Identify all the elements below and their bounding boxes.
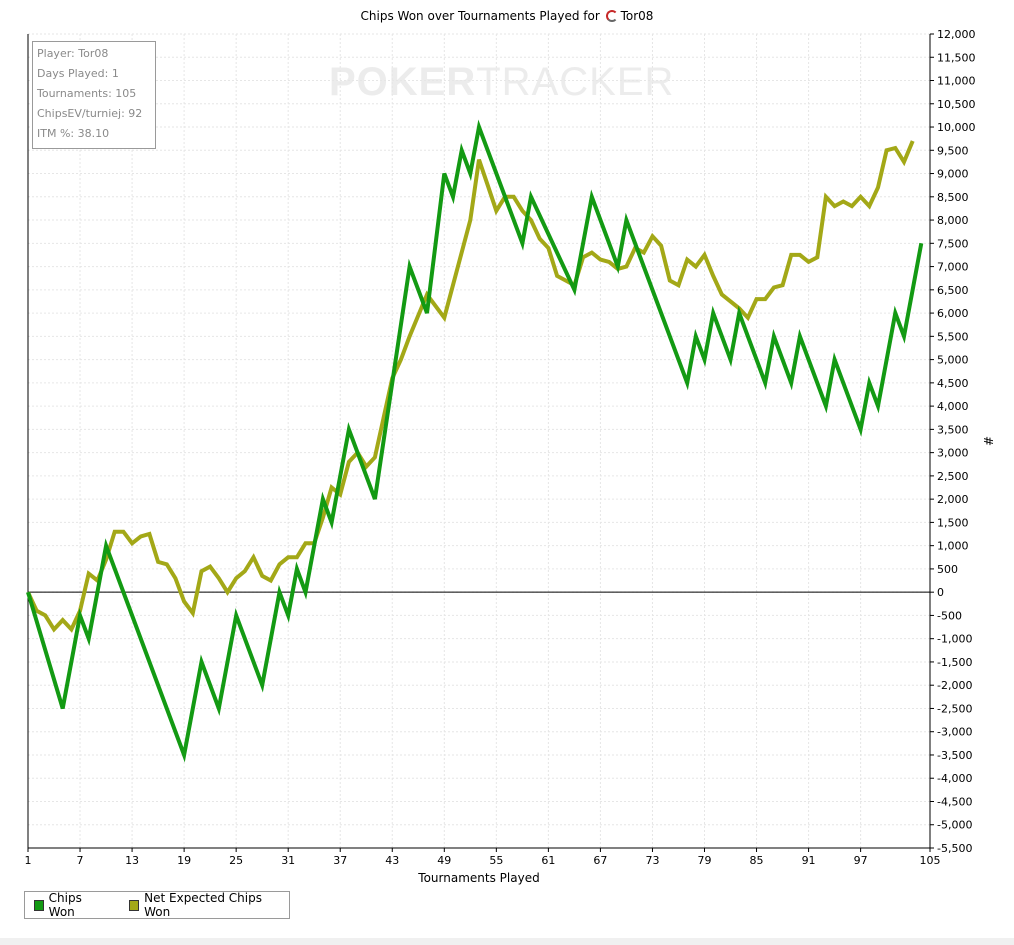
y-tick-label: -3,500 bbox=[937, 749, 972, 762]
y-tick-label: 8,500 bbox=[937, 191, 969, 204]
y-tick-label: 4,500 bbox=[937, 377, 969, 390]
y-tick-label: 6,500 bbox=[937, 284, 969, 297]
stat-chips-ev: ChipsEV/turniej: 92 bbox=[37, 107, 143, 120]
y-tick-label: 7,500 bbox=[937, 237, 969, 250]
chart-title: Chips Won over Tournaments Played for To… bbox=[0, 9, 1014, 23]
pokertracker-watermark: POKERTRACKER bbox=[329, 60, 674, 105]
series-line-net-expected bbox=[26, 140, 915, 633]
stat-itm: ITM %: 38.10 bbox=[37, 127, 110, 140]
y-axis-title: # bbox=[981, 435, 996, 447]
legend-swatch-chips-won bbox=[34, 899, 44, 911]
y-tick-label: -3,000 bbox=[937, 726, 972, 739]
x-tick-label: 73 bbox=[645, 854, 659, 867]
stat-player: Player: Tor08 bbox=[37, 47, 109, 60]
series-layer bbox=[26, 119, 924, 763]
x-tick-label: 13 bbox=[125, 854, 139, 867]
y-tick-label: 3,500 bbox=[937, 423, 969, 436]
x-tick-label: 61 bbox=[541, 854, 555, 867]
x-tick-label: 97 bbox=[854, 854, 868, 867]
legend: Chips Won Net Expected Chips Won bbox=[24, 891, 290, 919]
tick-label-layer: 12,00011,50011,00010,50010,0009,5009,000… bbox=[25, 28, 976, 867]
chart-title-text: Chips Won over Tournaments Played for bbox=[360, 9, 600, 23]
legend-item-chips-won[interactable]: Chips Won bbox=[34, 891, 102, 919]
y-tick-label: 1,500 bbox=[937, 516, 969, 529]
y-tick-label: -4,500 bbox=[937, 795, 972, 808]
x-tick-label: 43 bbox=[385, 854, 399, 867]
y-tick-label: -5,500 bbox=[937, 842, 972, 855]
grid-layer bbox=[27, 33, 931, 849]
y-tick-label: -2,500 bbox=[937, 702, 972, 715]
x-axis-title: Tournaments Played bbox=[418, 871, 540, 885]
legend-swatch-net-expected bbox=[129, 899, 140, 911]
stat-days-played: Days Played: 1 bbox=[37, 67, 119, 80]
y-tick-label: 500 bbox=[937, 563, 958, 576]
legend-item-net-expected[interactable]: Net Expected Chips Won bbox=[129, 891, 271, 919]
y-tick-label: -1,000 bbox=[937, 633, 972, 646]
chart-title-player: Tor08 bbox=[620, 9, 654, 23]
x-tick-label: 67 bbox=[593, 854, 607, 867]
legend-label-net-expected: Net Expected Chips Won bbox=[144, 891, 262, 919]
x-tick-label: 79 bbox=[698, 854, 712, 867]
y-tick-label: -500 bbox=[937, 609, 962, 622]
x-tick-label: 37 bbox=[333, 854, 347, 867]
x-tick-label: 31 bbox=[281, 854, 295, 867]
y-tick-label: -2,000 bbox=[937, 679, 972, 692]
watermark-bold: POKER bbox=[329, 60, 477, 104]
y-tick-label: 2,000 bbox=[937, 493, 969, 506]
x-tick-label: 19 bbox=[177, 854, 191, 867]
y-tick-label: 10,000 bbox=[937, 121, 976, 134]
y-tick-label: 1,000 bbox=[937, 540, 969, 553]
y-tick-label: 10,500 bbox=[937, 98, 976, 111]
pokertracker-logo-icon bbox=[605, 10, 618, 22]
y-tick-label: 5,500 bbox=[937, 330, 969, 343]
y-tick-label: 9,500 bbox=[937, 144, 969, 157]
stat-tournaments: Tournaments: 105 bbox=[37, 87, 137, 100]
x-tick-label: 85 bbox=[750, 854, 764, 867]
axis-layer bbox=[27, 33, 934, 852]
y-tick-label: 11,000 bbox=[937, 75, 976, 88]
player-stats-box: Player: Tor08 Days Played: 1 Tournaments… bbox=[32, 41, 156, 149]
x-tick-label: 55 bbox=[489, 854, 503, 867]
x-tick-label: 25 bbox=[229, 854, 243, 867]
x-tick-label: 49 bbox=[437, 854, 451, 867]
footer-bar bbox=[0, 938, 1014, 945]
y-tick-label: 0 bbox=[937, 586, 944, 599]
y-tick-label: -1,500 bbox=[937, 656, 972, 669]
watermark-light: TRACKER bbox=[476, 60, 675, 104]
y-tick-label: 12,000 bbox=[937, 28, 976, 41]
y-tick-label: 4,000 bbox=[937, 400, 969, 413]
legend-label-chips-won: Chips Won bbox=[48, 891, 82, 919]
y-tick-label: 9,000 bbox=[937, 168, 969, 181]
y-tick-label: 6,000 bbox=[937, 307, 969, 320]
y-tick-label: 3,000 bbox=[937, 447, 969, 460]
x-tick-label: 1 bbox=[25, 854, 32, 867]
x-tick-label: 7 bbox=[77, 854, 84, 867]
y-tick-label: -4,000 bbox=[937, 772, 972, 785]
y-tick-label: -5,000 bbox=[937, 819, 972, 832]
series-line-chips-won bbox=[26, 119, 924, 763]
y-tick-label: 7,000 bbox=[937, 261, 969, 274]
y-tick-label: 11,500 bbox=[937, 51, 976, 64]
y-tick-label: 8,000 bbox=[937, 214, 969, 227]
y-tick-label: 2,500 bbox=[937, 470, 969, 483]
x-tick-label: 91 bbox=[802, 854, 816, 867]
x-tick-label: 105 bbox=[920, 854, 941, 867]
y-tick-label: 5,000 bbox=[937, 354, 969, 367]
